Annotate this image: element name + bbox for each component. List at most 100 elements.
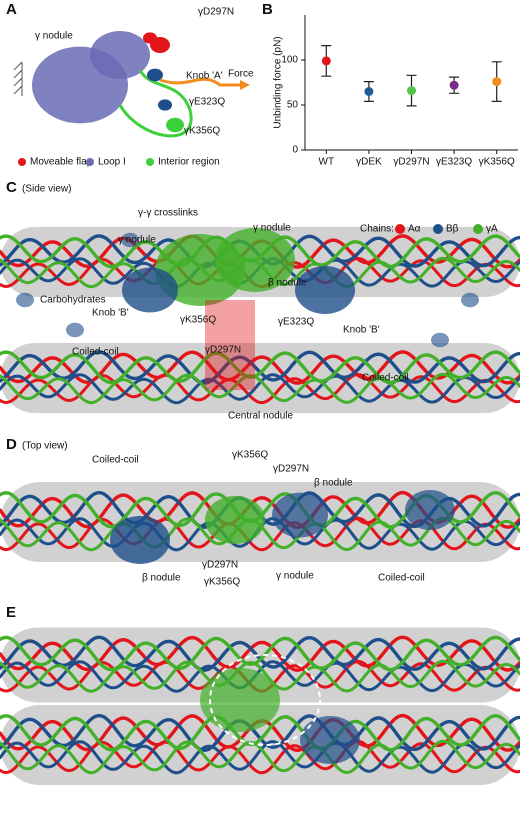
helix xyxy=(0,350,520,385)
annotation: Bβ xyxy=(446,224,459,235)
subtitle: (Top view) xyxy=(22,441,68,452)
annotation: β nodule xyxy=(268,278,307,289)
annotation: Knob 'B' xyxy=(92,308,129,319)
annotation: γK356Q xyxy=(184,126,220,137)
domain xyxy=(461,292,479,308)
y-tick-label: 0 xyxy=(292,145,298,156)
point xyxy=(449,80,459,90)
helix xyxy=(0,739,520,775)
helix xyxy=(0,635,520,672)
legend-swatch xyxy=(395,224,405,234)
annotation: Aα xyxy=(408,224,421,235)
annotation: Interior region xyxy=(158,157,220,168)
annotation: γK356Q xyxy=(204,577,240,588)
annotation: Force xyxy=(228,69,254,80)
domain xyxy=(166,117,184,133)
helix xyxy=(0,635,520,672)
annotation: Central nodule xyxy=(228,411,293,422)
domain xyxy=(272,492,328,538)
subtitle: (Side view) xyxy=(22,184,71,195)
artwork xyxy=(0,31,520,785)
domain xyxy=(143,32,157,44)
domain xyxy=(300,716,360,764)
legend-swatch xyxy=(86,158,94,166)
annotation: Coiled-coil xyxy=(72,347,119,358)
wall xyxy=(13,69,23,79)
annotation: γD297N xyxy=(205,345,241,356)
helix xyxy=(0,714,520,752)
legend-swatch xyxy=(473,224,483,234)
annotation: γE323Q xyxy=(278,317,314,328)
annotation: γK356Q xyxy=(180,315,216,326)
annotation: Knob 'B' xyxy=(343,325,380,336)
domain xyxy=(66,322,84,338)
annotation: γ nodule xyxy=(118,235,156,246)
domain xyxy=(215,228,295,292)
domain xyxy=(158,99,172,111)
point xyxy=(407,86,416,96)
annotation: γA xyxy=(486,224,498,235)
wall xyxy=(13,77,23,87)
domain xyxy=(121,232,139,248)
annotation: γD297N xyxy=(273,464,309,475)
annotation: Loop I xyxy=(98,157,126,168)
helix xyxy=(0,350,520,385)
x-tick-label: γDEK xyxy=(356,157,382,168)
central xyxy=(205,300,255,390)
annotation: Coiled-coil xyxy=(378,573,425,584)
legend-swatch xyxy=(18,158,26,166)
annotation: Coiled-coil xyxy=(92,455,139,466)
helix xyxy=(0,739,520,775)
legend-swatch xyxy=(433,224,443,234)
annotation: γ nodule xyxy=(35,31,73,42)
panel-letter: C xyxy=(6,179,17,196)
helix xyxy=(0,740,520,775)
annotation: Chains: xyxy=(360,224,394,235)
helix xyxy=(0,660,520,693)
domain xyxy=(200,668,280,732)
y-tick-label: 100 xyxy=(281,55,298,66)
arrow xyxy=(240,80,250,90)
panel-letter: E xyxy=(6,604,16,621)
domain xyxy=(205,496,265,544)
helix xyxy=(0,372,520,405)
annotation: γD297N xyxy=(198,7,234,18)
domain xyxy=(295,266,355,314)
domain xyxy=(16,292,34,308)
highlight xyxy=(209,654,321,746)
annotation: γ nodule xyxy=(276,571,314,582)
annotation: γ nodule xyxy=(253,223,291,234)
annotation: Carbohydrates xyxy=(40,295,106,306)
loop xyxy=(118,69,193,138)
annotation: Knob 'A' xyxy=(186,71,223,82)
domain xyxy=(90,31,150,79)
x-tick-label: γE323Q xyxy=(436,157,472,168)
annotation: Moveable flap xyxy=(30,157,93,168)
annotation: Coiled-coil xyxy=(362,373,409,384)
panel-letter: B xyxy=(262,1,273,18)
y-tick-label: 50 xyxy=(287,100,299,111)
panel-letter: D xyxy=(6,436,17,453)
domain xyxy=(147,68,163,82)
x-tick-label: γD297N xyxy=(393,157,429,168)
y-axis-label: Unbinding force (pN) xyxy=(273,36,284,128)
annotation: β nodule xyxy=(314,478,353,489)
x-tick-label: WT xyxy=(319,157,335,168)
domain xyxy=(110,516,170,564)
force-line xyxy=(159,77,245,87)
domain xyxy=(431,332,449,348)
wall xyxy=(13,61,23,71)
annotation: γK356Q xyxy=(232,450,268,461)
annotation: γ-γ crosslinks xyxy=(138,208,198,219)
point xyxy=(364,87,374,96)
annotation: γE323Q xyxy=(189,97,225,108)
panel-letter: A xyxy=(6,1,17,18)
domain xyxy=(405,490,455,530)
wall xyxy=(13,85,23,95)
legend-swatch xyxy=(146,158,154,166)
helix xyxy=(0,373,520,405)
domain xyxy=(122,267,178,313)
helix xyxy=(0,372,520,405)
helix xyxy=(0,659,520,693)
